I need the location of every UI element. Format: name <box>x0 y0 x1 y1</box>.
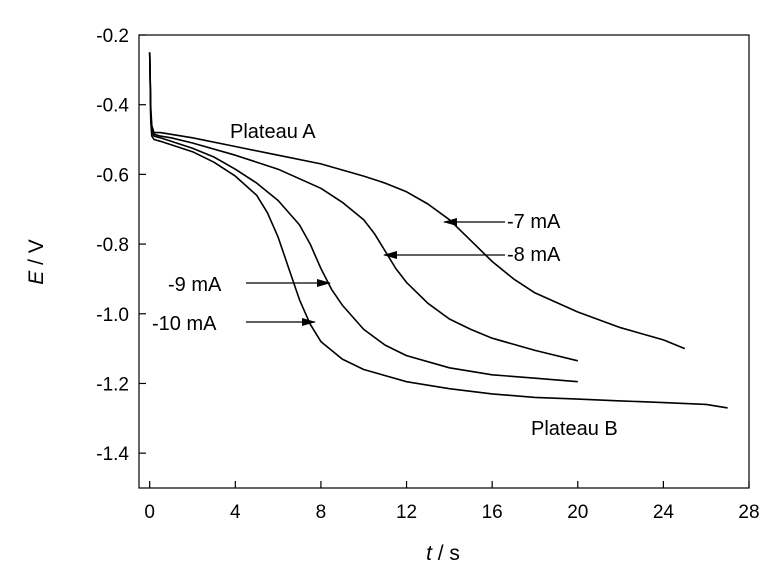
x-tick-label: 12 <box>396 502 417 523</box>
x-tick-label: 8 <box>316 502 327 523</box>
annotation-9ma: -9 mA <box>168 274 222 296</box>
y-tick-label: -1.0 <box>96 305 129 326</box>
x-tick-label: 20 <box>567 502 588 523</box>
plot-frame <box>138 34 750 489</box>
x-tick-label: 28 <box>738 502 759 523</box>
ticks-layer: 0 4 8 12 16 20 24 28 -0.2 -0.4 -0.6 -0.8 -1.0 -1.2 -1.… <box>96 26 759 523</box>
x-tick-label: 16 <box>482 502 503 523</box>
y-axis-title: E / V <box>25 239 48 285</box>
series-line-9ma <box>148 52 578 383</box>
y-tick-label: -0.8 <box>96 235 129 256</box>
series-line-10ma <box>148 52 728 409</box>
y-tick-label: -1.2 <box>96 374 129 395</box>
x-tick-label: 24 <box>653 502 675 523</box>
x-tick-label: 0 <box>144 502 155 523</box>
y-tick-label: -1.4 <box>96 444 129 465</box>
annotation-10ma: -10 mA <box>152 313 217 335</box>
series-line-7ma <box>148 52 686 350</box>
y-tick-label: -0.6 <box>96 165 129 186</box>
series-line-8ma <box>148 52 578 362</box>
annotation-plateau-a: Plateau A <box>230 121 316 143</box>
annotation-8ma: -8 mA <box>507 244 561 266</box>
series-layer <box>148 52 728 409</box>
annotation-plateau-b: Plateau B <box>531 418 618 440</box>
y-tick-label: -0.4 <box>96 96 129 117</box>
x-tick-label: 4 <box>230 502 241 523</box>
y-tick-label: -0.2 <box>96 26 129 47</box>
x-axis-title: t / s <box>426 542 460 565</box>
annotation-7ma: -7 mA <box>507 211 561 233</box>
